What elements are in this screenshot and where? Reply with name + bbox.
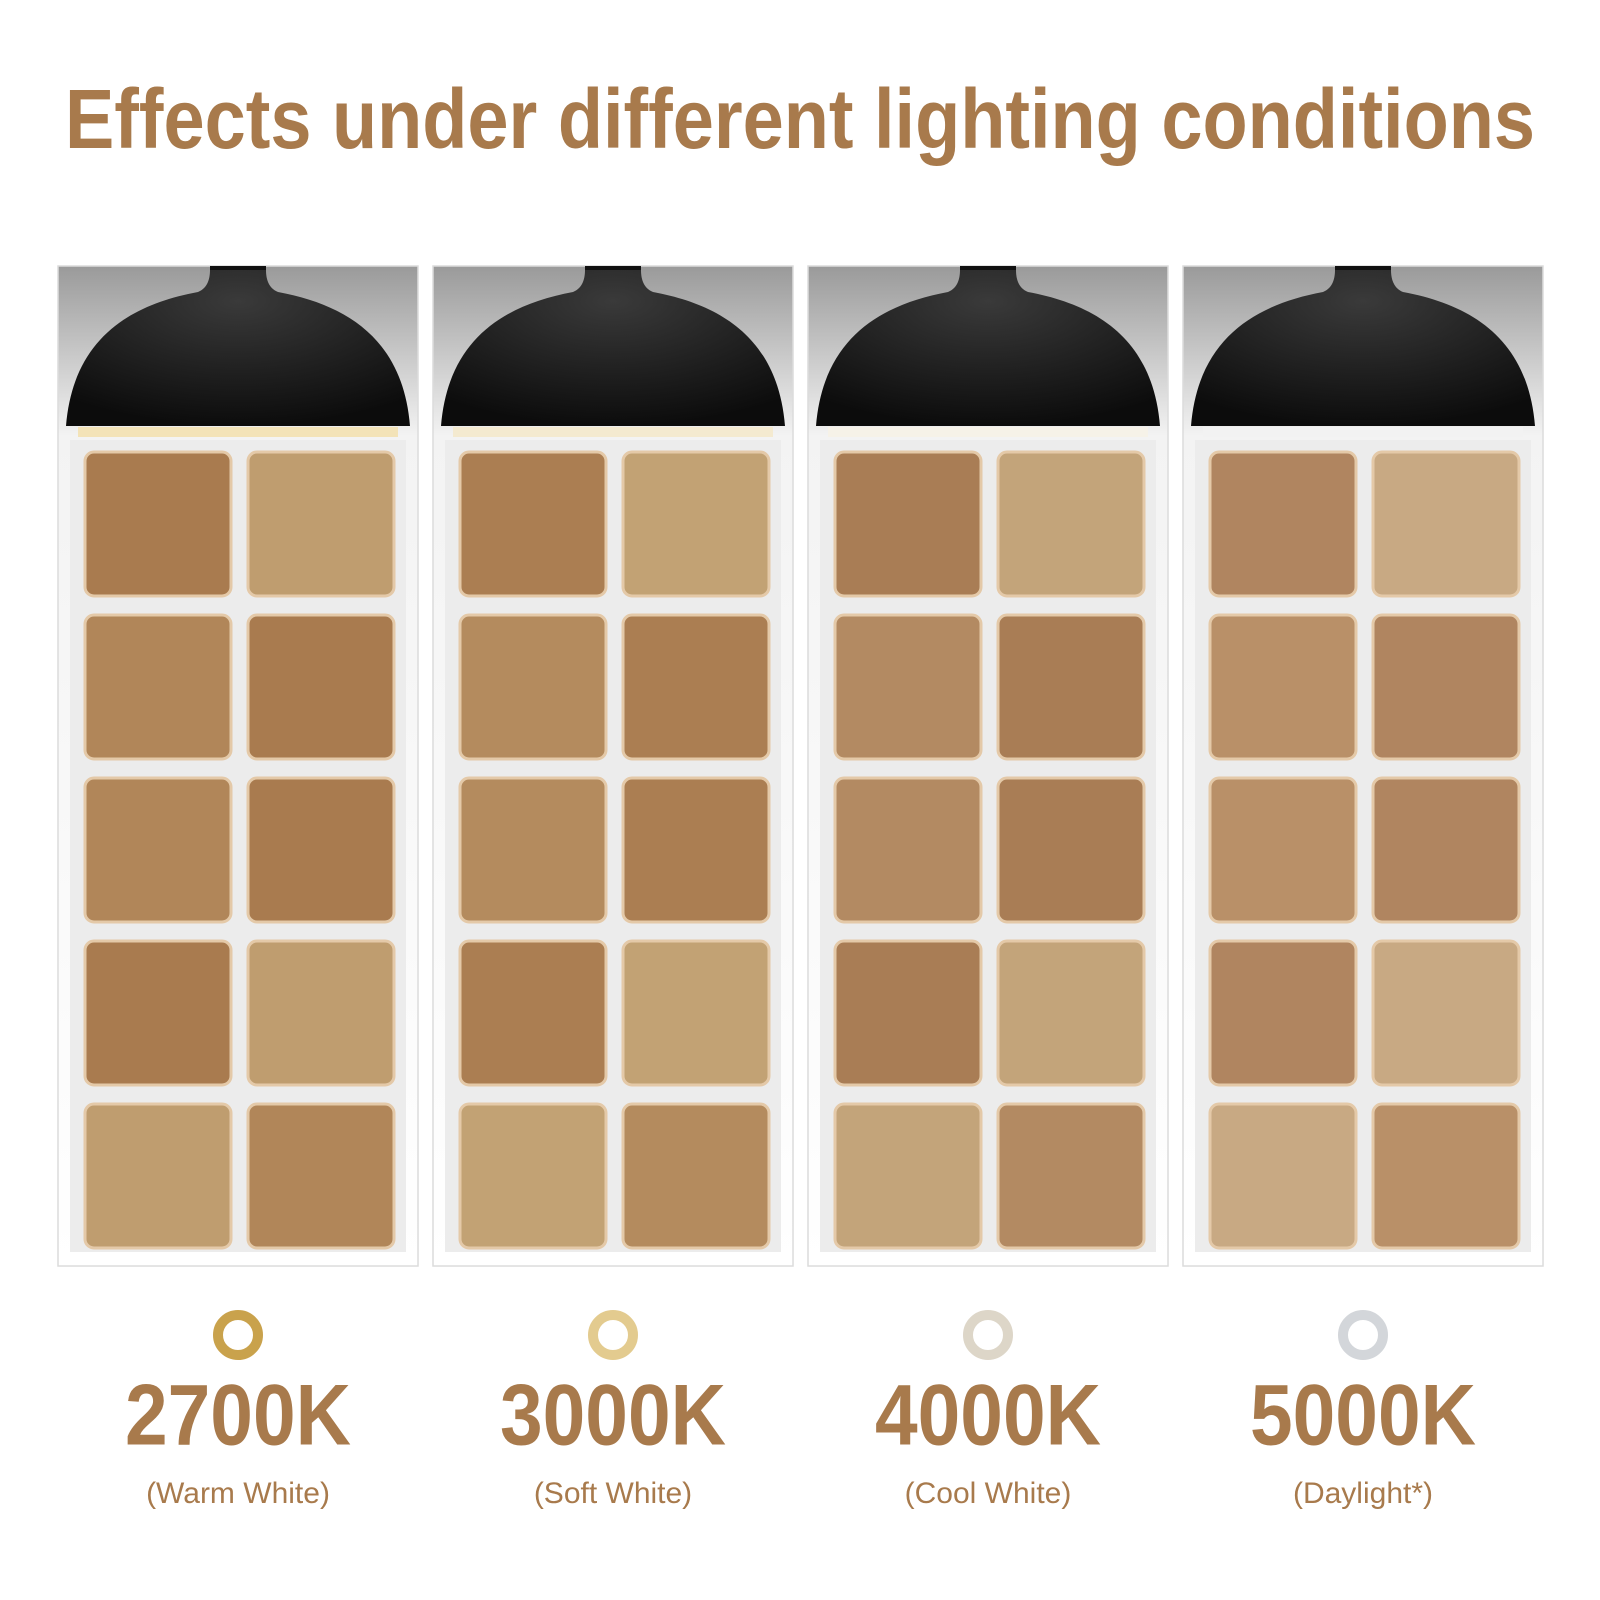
lamp-glow	[828, 427, 1148, 437]
color-ring	[588, 1310, 638, 1360]
tile	[996, 613, 1146, 761]
lamp-glow	[78, 427, 398, 437]
tile	[1208, 776, 1358, 924]
tile	[833, 776, 983, 924]
tile	[83, 776, 233, 924]
tile	[246, 450, 396, 598]
temperature: 2700K	[125, 1368, 351, 1464]
tile	[1371, 1102, 1521, 1250]
tile	[458, 613, 608, 761]
tile	[83, 1102, 233, 1250]
tile	[458, 450, 608, 598]
lamp-glow	[1203, 427, 1523, 437]
tile	[996, 1102, 1146, 1250]
tile	[83, 613, 233, 761]
tile	[246, 613, 396, 761]
temperature: 5000K	[1250, 1368, 1476, 1464]
color-ring	[213, 1310, 263, 1360]
tile	[1371, 450, 1521, 598]
tile	[1208, 613, 1358, 761]
temperature: 3000K	[500, 1368, 726, 1464]
tile	[1371, 939, 1521, 1087]
tile	[1208, 450, 1358, 598]
tile	[621, 613, 771, 761]
description: (Daylight*)	[1293, 1477, 1433, 1510]
tile	[996, 450, 1146, 598]
tile	[458, 776, 608, 924]
tile	[833, 613, 983, 761]
description: (Soft White)	[534, 1477, 692, 1510]
tile	[458, 939, 608, 1087]
tile	[996, 776, 1146, 924]
description: (Cool White)	[905, 1477, 1072, 1510]
tile	[833, 939, 983, 1087]
tile	[621, 450, 771, 598]
tile	[246, 939, 396, 1087]
lamp-shade	[1191, 270, 1535, 426]
color-ring	[1338, 1310, 1388, 1360]
tile	[833, 450, 983, 598]
tile	[1371, 613, 1521, 761]
tile	[458, 1102, 608, 1250]
lamp-shade	[66, 270, 410, 426]
tile	[83, 450, 233, 598]
tile	[83, 939, 233, 1087]
tile	[246, 776, 396, 924]
tile	[1371, 776, 1521, 924]
lamp-shade	[441, 270, 785, 426]
tile	[1208, 1102, 1358, 1250]
lamp-glow	[453, 427, 773, 437]
title: Effects under different lighting conditi…	[65, 72, 1535, 166]
description: (Warm White)	[146, 1477, 330, 1510]
tile	[833, 1102, 983, 1250]
temperature: 4000K	[875, 1368, 1101, 1464]
tile	[246, 1102, 396, 1250]
tile	[996, 939, 1146, 1087]
tile	[621, 1102, 771, 1250]
tile	[621, 939, 771, 1087]
tile	[1208, 939, 1358, 1087]
lamp-shade	[816, 270, 1160, 426]
tile	[621, 776, 771, 924]
color-ring	[963, 1310, 1013, 1360]
